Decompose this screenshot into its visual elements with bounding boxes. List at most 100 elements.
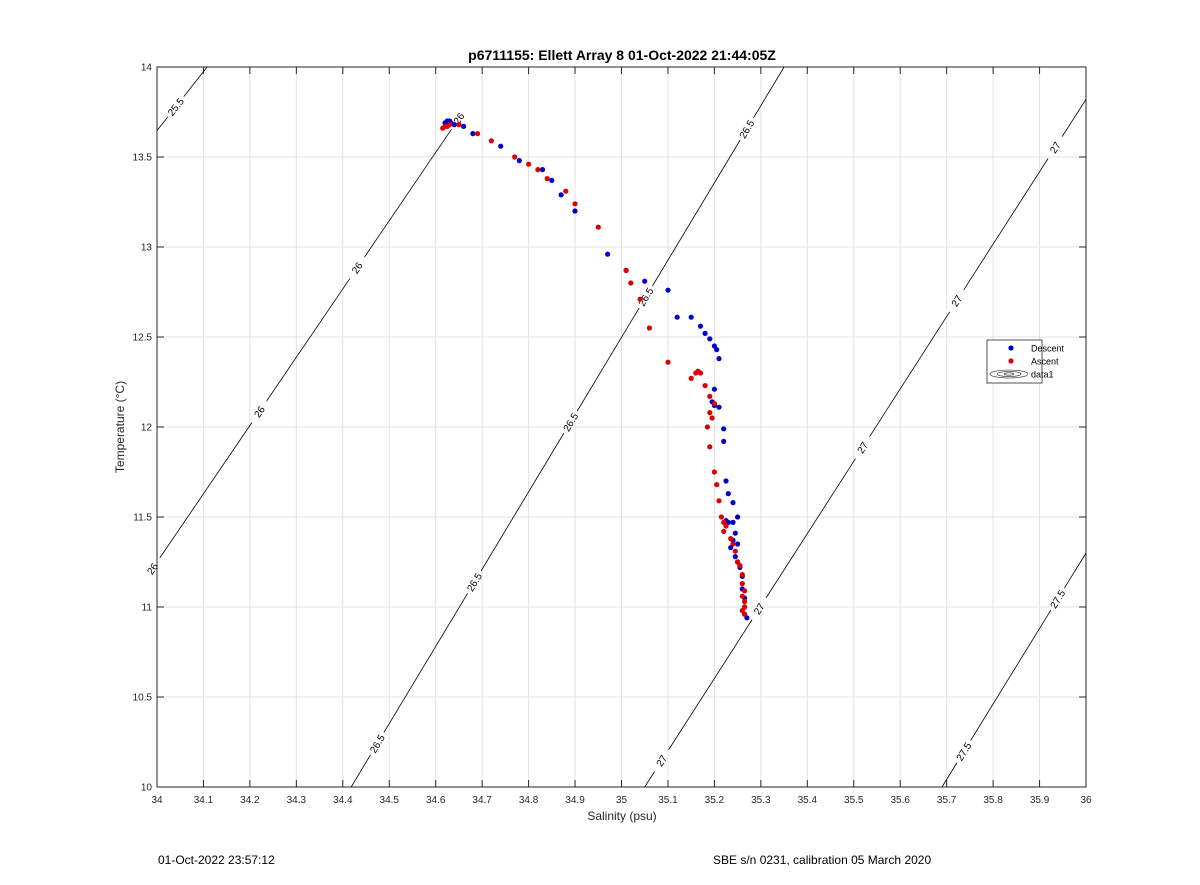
descent-point xyxy=(451,122,457,128)
legend-ascent-label: Ascent xyxy=(1031,357,1059,367)
descent-point xyxy=(470,131,476,137)
x-tick-label: 35 xyxy=(616,795,628,806)
ascent-point xyxy=(474,131,481,137)
x-tick-label: 34.9 xyxy=(565,795,585,806)
ascent-point xyxy=(447,122,453,128)
descent-point xyxy=(725,491,731,497)
ascent-point xyxy=(704,424,711,430)
ascent-point xyxy=(544,176,550,182)
descent-point xyxy=(723,478,729,484)
descent-point xyxy=(674,314,680,320)
contour-line-26.5 xyxy=(576,307,640,412)
y-tick-label: 12.5 xyxy=(133,333,153,344)
ascent-point xyxy=(595,224,601,230)
descent-point xyxy=(707,336,713,342)
ascent-point xyxy=(563,188,569,194)
y-tick-label: 11 xyxy=(142,603,153,614)
ascent-point xyxy=(711,469,718,475)
ascent-point xyxy=(646,325,653,331)
descent-point xyxy=(735,541,741,547)
descent-point xyxy=(539,167,546,173)
contour-line-27.5 xyxy=(1064,552,1087,589)
legend-contour-icon xyxy=(989,369,1029,379)
ascent-point xyxy=(714,482,720,488)
ascent-point xyxy=(688,375,694,381)
x-tick-label: 35.7 xyxy=(937,795,957,806)
ascent-point xyxy=(716,498,722,504)
contour-line-27.5 xyxy=(941,762,958,788)
ascent-point xyxy=(709,415,715,421)
y-tick-label: 13.5 xyxy=(133,153,153,164)
contour-line-27 xyxy=(668,619,753,750)
ascent-point xyxy=(637,296,643,302)
y-tick-label: 10 xyxy=(141,783,153,794)
y-tick-label: 14 xyxy=(141,63,153,74)
contour-line-26.5 xyxy=(753,66,785,119)
x-tick-label: 34.4 xyxy=(333,795,353,806)
axis-ticks: 34 34.1 34.2 34.3 34.4 34.5 34.6 34.7 34.8 34.9 35… xyxy=(133,63,1092,807)
ascent-point xyxy=(739,593,745,599)
y-tick-label: 13 xyxy=(141,243,153,254)
ascent-point xyxy=(739,572,745,578)
contour-line-26 xyxy=(159,422,253,559)
legend-ascent-marker xyxy=(1008,358,1014,364)
descent-point xyxy=(711,386,718,392)
x-tick-label: 34.2 xyxy=(240,795,260,806)
ascent-series xyxy=(440,122,748,617)
contour-line-26 xyxy=(364,128,452,258)
ascent-point xyxy=(512,154,518,160)
ascent-point xyxy=(707,410,713,416)
x-tick-label: 34.6 xyxy=(426,795,446,806)
descent-point xyxy=(549,177,555,183)
contour-line-27.5 xyxy=(970,609,1052,741)
x-tick-label: 35.1 xyxy=(658,795,678,806)
ascent-point xyxy=(697,370,704,376)
descent-point xyxy=(735,514,741,520)
ascent-point xyxy=(628,280,634,286)
ascent-point xyxy=(456,122,462,128)
legend[interactable]: Descent Ascent data1 xyxy=(986,339,1065,384)
descent-point xyxy=(498,143,504,149)
y-tick-label: 11.5 xyxy=(133,513,152,524)
contour-line-25.5 xyxy=(156,116,169,131)
descent-point xyxy=(461,123,467,129)
ascent-point xyxy=(742,588,748,594)
chart-title: p6711155: Ellett Array 8 01-Oct-2022 21:… xyxy=(468,47,776,63)
ascent-point xyxy=(572,201,578,207)
x-tick-label: 35.8 xyxy=(983,795,1003,806)
footer-calibration: SBE s/n 0231, calibration 05 March 2020 xyxy=(713,853,932,867)
ascent-point xyxy=(665,359,671,365)
legend-data1-label: data1 xyxy=(1031,370,1054,380)
ascent-point xyxy=(728,536,734,542)
descent-point xyxy=(732,530,738,536)
ascent-point xyxy=(737,563,743,569)
descent-point xyxy=(721,426,727,432)
contour-line-27 xyxy=(644,771,655,788)
contour-line-27 xyxy=(963,158,1049,291)
x-tick-label: 34.1 xyxy=(194,795,214,806)
contour-line-26.5 xyxy=(652,140,741,286)
descent-point xyxy=(558,192,564,198)
ascent-point xyxy=(730,541,736,547)
descent-point xyxy=(572,208,578,214)
x-tick-label: 36 xyxy=(1080,795,1092,806)
descent-point xyxy=(688,314,694,320)
y-tick-label: 10.5 xyxy=(133,693,153,704)
descent-point xyxy=(716,356,722,362)
footer-timestamp: 01-Oct-2022 23:57:12 xyxy=(158,853,275,867)
contour-line-26.5 xyxy=(480,433,565,572)
descent-point xyxy=(721,438,727,444)
x-axis-label: Salinity (psu) xyxy=(587,809,656,823)
ascent-point xyxy=(721,528,727,535)
x-tick-label: 35.6 xyxy=(890,795,910,806)
ascent-point xyxy=(742,611,748,617)
ascent-point xyxy=(732,548,738,554)
ascent-point xyxy=(718,514,725,520)
ascent-point xyxy=(707,393,713,399)
y-axis-label: Temperature (°C) xyxy=(113,381,127,473)
descent-point xyxy=(642,278,648,284)
ascent-point xyxy=(702,383,708,389)
descent-point xyxy=(730,519,736,526)
ascent-point xyxy=(535,167,541,173)
